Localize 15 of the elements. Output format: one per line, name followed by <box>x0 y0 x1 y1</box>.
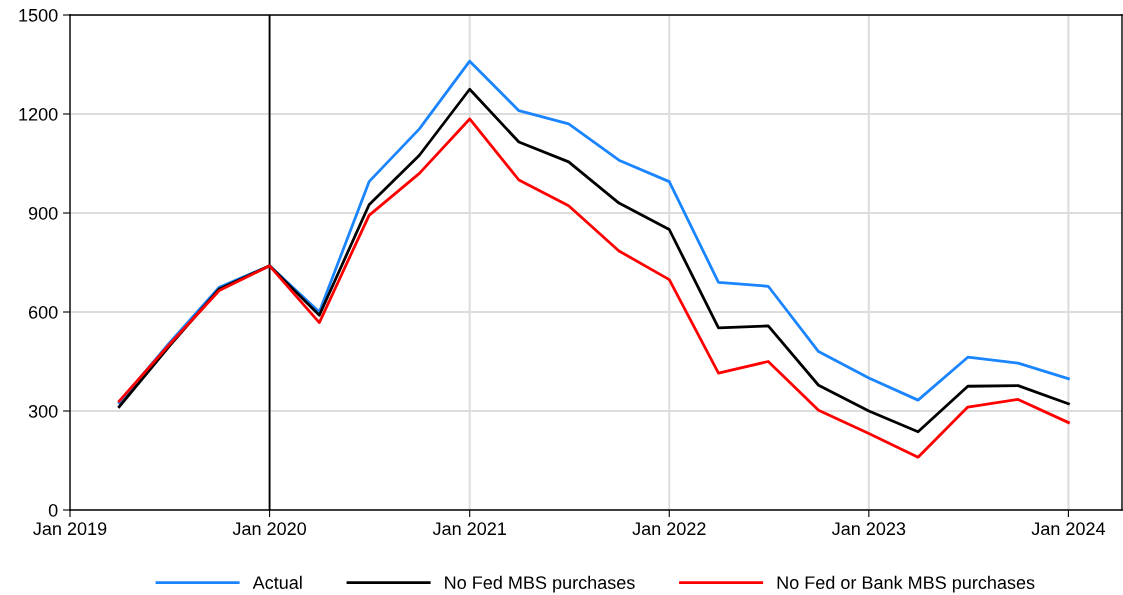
y-tick-label: 1200 <box>19 107 58 121</box>
x-tick-label: Jan 2024 <box>1031 522 1106 536</box>
legend-label: No Fed or Bank MBS purchases <box>777 575 1035 593</box>
x-tick-label: Jan 2019 <box>33 522 107 536</box>
y-tick-label: 1500 <box>19 8 58 22</box>
x-tick-label: Jan 2021 <box>432 522 506 536</box>
y-tick-label: 600 <box>28 305 58 319</box>
y-tick-label: 300 <box>28 404 58 418</box>
y-tick-label: 900 <box>28 206 58 220</box>
legend-label: No Fed MBS purchases <box>445 575 635 593</box>
x-tick-label: Jan 2022 <box>632 522 706 536</box>
x-tick-label: Jan 2020 <box>232 522 307 536</box>
x-tick-label: Jan 2023 <box>831 522 906 536</box>
y-tick-label: 0 <box>48 503 58 517</box>
legend-label: Actual <box>252 575 302 590</box>
